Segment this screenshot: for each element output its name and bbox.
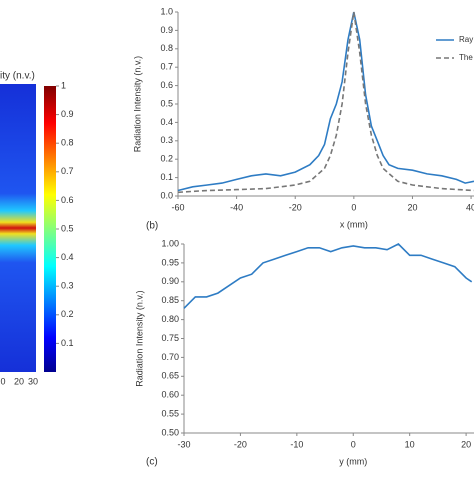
y-tick-label: 0.7 [160,62,173,72]
y-tick-label: 0.65 [161,371,179,381]
x-tick-label: 0 [351,439,356,449]
y-tick-label: 0.70 [161,352,179,362]
x-tick-label: 20 [407,202,417,212]
y-tick-label: 0.85 [161,295,179,305]
y-axis-label: Radiation Intensity (n.v.) [134,290,144,386]
colorbar-tick-label: 0.5 [61,223,74,233]
y-tick-label: 1.0 [160,6,173,16]
colorbar-tick-label: 0.7 [61,166,74,176]
x-tick-label: 30 [28,376,38,386]
x-tick-label: -10 [290,439,303,449]
x-tick-label: 20 [14,376,24,386]
panel-label: (c) [146,457,158,468]
y-tick-label: 0.55 [161,408,179,418]
x-axis-label: y (mm) [339,456,367,466]
colorbar-tick-label: 1 [61,80,66,90]
x-axis-label: x (mm) [340,219,368,229]
line-series [177,11,474,192]
y-tick-label: 0.9 [160,25,173,35]
colorbar-tick-label: 0.8 [61,138,74,148]
colorbar-tick-label: 0.2 [61,309,74,319]
legend-label: Ray [459,35,473,44]
y-tick-label: 1.00 [161,238,179,248]
y-tick-label: 0.90 [161,276,179,286]
colorbar-tick-label: 0.4 [61,252,74,262]
line-series [183,243,473,309]
colorbar-tick-label: 0.3 [61,281,74,291]
x-tick-label: -30 [177,439,190,449]
y-tick-label: 0.2 [160,154,173,164]
y-tick-label: 0.1 [160,172,173,182]
colorbar-tick-label: 0.6 [61,195,74,205]
colorbar [44,86,56,372]
x-tick-label: 40 [466,202,474,212]
x-tick-label: -20 [234,439,247,449]
x-tick-label: 10 [405,439,415,449]
y-tick-label: 0.60 [161,390,179,400]
x-tick-label: 20 [461,439,471,449]
x-tick-label: -20 [289,202,302,212]
line-series [177,11,474,194]
y-tick-label: 0.5 [160,98,173,108]
y-tick-label: 0.4 [160,117,173,127]
colorbar-label: ity (n.v.) [0,71,35,82]
x-tick-label: 0 [351,202,356,212]
x-tick-label: -40 [230,202,243,212]
y-tick-label: 0.8 [160,43,173,53]
colorbar-tick-label: 0.9 [61,109,74,119]
colorbar-tick-label: 0.1 [61,338,74,348]
y-tick-label: 0.80 [161,314,179,324]
x-tick-label: -60 [171,202,184,212]
y-tick-label: 0.0 [160,190,173,200]
y-tick-label: 0.95 [161,257,179,267]
legend-label: The [459,53,473,62]
y-tick-label: 0.50 [161,427,179,437]
x-tick-label: 0 [0,376,5,386]
panel-label: (b) [146,221,158,232]
y-tick-label: 0.75 [161,333,179,343]
heatmap-image [0,84,36,372]
y-tick-label: 0.3 [160,135,173,145]
y-tick-label: 0.6 [160,80,173,90]
y-axis-label: Radiation Intensity (n.v.) [132,56,142,152]
